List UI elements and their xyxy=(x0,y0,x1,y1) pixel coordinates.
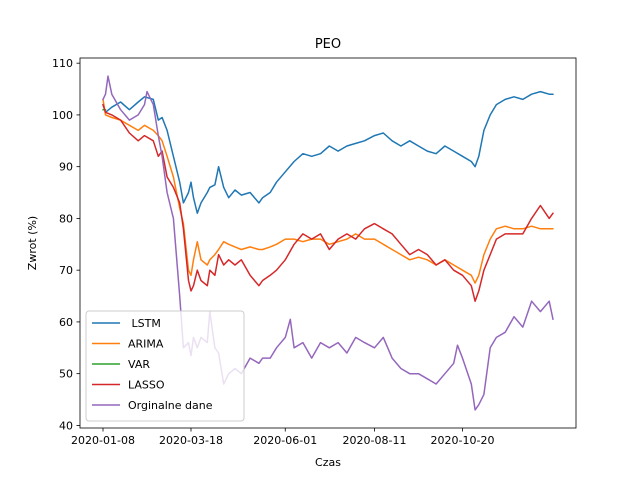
legend-label-2: VAR xyxy=(128,358,150,371)
y-tick-label-0: 40 xyxy=(59,419,73,432)
y-tick-label-6: 100 xyxy=(52,109,73,122)
x-tick-label-4: 2020-10-20 xyxy=(431,434,495,447)
x-tick-label-1: 2020-03-18 xyxy=(159,434,223,447)
legend-label-3: LASSO xyxy=(128,379,165,392)
y-axis-label: Zwrot (%) xyxy=(26,216,39,270)
series-line-1 xyxy=(102,98,554,284)
x-tick-label-3: 2020-08-11 xyxy=(343,434,407,447)
x-tick-label-0: 2020-01-08 xyxy=(71,434,135,447)
legend-label-4: Orginalne dane xyxy=(128,399,213,412)
x-tick-label-2: 2020-06-01 xyxy=(253,434,317,447)
x-axis: 2020-01-08 2020-03-18 2020-06-01 2020-08-11… xyxy=(71,428,494,447)
series-line-4 xyxy=(102,75,554,411)
y-tick-label-1: 50 xyxy=(59,368,73,381)
series-line-0 xyxy=(102,90,554,214)
y-axis: 40 50 60 70 80 90 100 110 xyxy=(52,57,80,432)
x-axis-label: Czas xyxy=(315,456,341,469)
legend: LSTM ARIMA VAR LASSO Orginalne dane xyxy=(85,310,245,422)
y-tick-label-5: 90 xyxy=(59,161,73,174)
y-tick-label-7: 110 xyxy=(52,57,73,70)
series-line-3 xyxy=(102,103,554,302)
y-tick-label-3: 70 xyxy=(59,264,73,277)
y-tick-label-2: 60 xyxy=(59,316,73,329)
y-tick-label-4: 80 xyxy=(59,212,73,225)
legend-box xyxy=(85,310,245,422)
plot-frame xyxy=(79,57,577,429)
chart-title: PEO xyxy=(315,37,341,52)
series-layer xyxy=(102,75,554,411)
legend-label-0: LSTM xyxy=(128,317,161,330)
legend-label-1: ARIMA xyxy=(128,338,164,351)
